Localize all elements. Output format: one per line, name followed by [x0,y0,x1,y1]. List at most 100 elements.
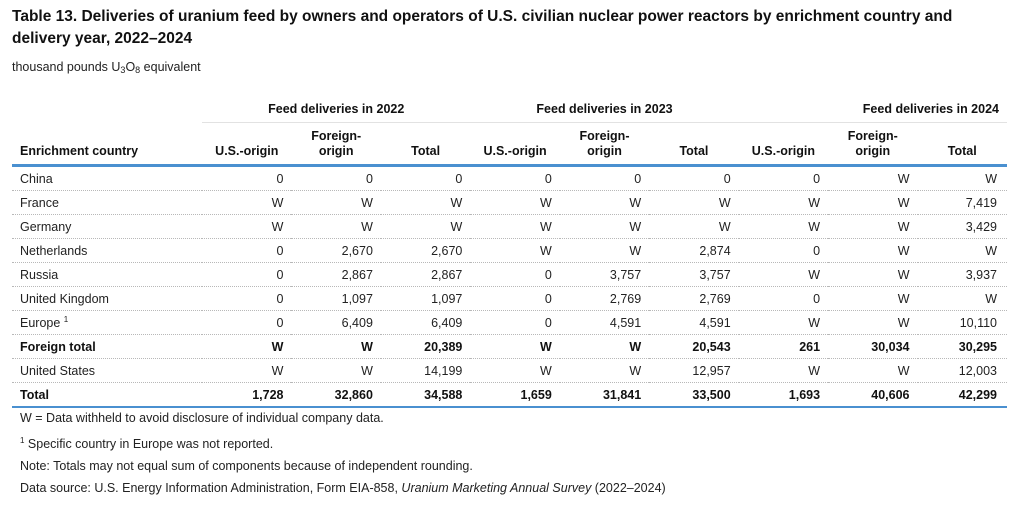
table-cell: 0 [738,165,829,191]
table-cell: 0 [202,262,292,287]
column-header-us-origin: U.S.-origin [470,122,560,167]
table-cell: W [380,190,471,215]
table-cell: 0 [738,286,829,311]
table-cell: 4,591 [649,310,739,335]
table-cell: 1,097 [380,286,471,311]
unit-subscript: 8 [135,65,141,75]
column-header-us-origin: U.S.-origin [202,122,292,167]
unit-text: equivalent [140,60,201,74]
table-cell: 2,670 [380,238,471,263]
header-text: origin [318,144,354,158]
table-cell: W [917,165,1007,191]
header-text: Foreign- [311,129,362,143]
table-cell: 0 [559,165,650,191]
table-cell: 0 [202,165,292,191]
table-row: United Kingdom 0 1,097 1,097 0 2,769 2,769 0 W W [12,286,1007,311]
column-header-enrichment-country: Enrichment country [12,122,203,167]
row-label-text: Total [20,387,49,402]
table-cell: W [470,238,560,263]
row-label-text: Foreign total [20,339,96,354]
data-source-note: Data source: U.S. Energy Information Adm… [20,481,1012,495]
group-header-2023: Feed deliveries in 2023 [470,101,739,123]
table-cell: 0 [470,286,560,311]
table-cell: 12,957 [649,358,739,383]
table-cell: 30,295 [917,334,1007,359]
table-cell: 2,867 [380,262,471,287]
table-cell: W [828,310,918,335]
group-header-spacer [12,101,202,123]
column-header-foreign-origin: Foreign-origin [559,122,650,167]
table-cell: 0 [202,286,292,311]
unit-text: O [125,60,136,74]
group-header-2022: Feed deliveries in 2022 [202,101,471,123]
row-label: United States [12,358,203,383]
table-row: Russia 0 2,867 2,867 0 3,757 3,757 W W 3,937 [12,262,1007,287]
table-cell: W [559,190,650,215]
column-header-total: Total [649,122,739,167]
row-label: Russia [12,262,203,287]
table-cell: W [738,262,829,287]
table-cell: 0 [470,310,560,335]
document-page: Table 13. Deliveries of uranium feed by … [12,8,1012,495]
table-cell: 12,003 [917,358,1007,383]
group-header-row: Feed deliveries in 2022 Feed deliveries … [12,101,1007,123]
table-cell: 42,299 [917,382,1007,408]
source-text: Data source: U.S. Energy Information Adm… [20,481,402,495]
table-cell: 2,867 [291,262,381,287]
table-cell: 7,419 [917,190,1007,215]
table-cell: W [828,286,918,311]
withheld-note: W = Data withheld to avoid disclosure of… [20,411,384,425]
table-cell: W [291,190,381,215]
row-label: China [12,165,203,191]
table-cell: 10,110 [917,310,1007,335]
table-cell: W [291,214,381,239]
table-cell: 0 [470,165,560,191]
table-cell: W [470,214,560,239]
table-cell: W [559,334,650,359]
header-text: Foreign- [579,129,630,143]
row-label-text: France [20,195,59,210]
row-label-text: China [20,171,53,186]
row-label: Total [12,382,203,408]
source-text: (2022–2024) [591,481,666,495]
row-label: Europe 1 [12,310,203,335]
table-cell: W [738,358,829,383]
row-label-text: Germany [20,219,72,234]
table-cell: 2,769 [559,286,650,311]
row-label: Germany [12,214,203,239]
table-cell: 0 [202,238,292,263]
table-cell: W [917,238,1007,263]
table-row: France W W W W W W W W 7,419 [12,190,1007,215]
table-cell: W [828,358,918,383]
unit-subscript: 3 [120,65,126,75]
table-title: Table 13. Deliveries of uranium feed by … [12,8,953,47]
column-header-total: Total [917,122,1007,167]
table-cell: W [738,214,829,239]
table-cell: 2,769 [649,286,739,311]
table-row: Netherlands 0 2,670 2,670 W W 2,874 0 W W [12,238,1007,263]
column-header-total: Total [380,122,471,167]
table-row: Foreign total W W 20,389 W W 20,543 261 30,034 30… [12,334,1007,359]
table-body: China 0 0 0 0 0 0 0 W W France W W W W W W W W 7,419 Germany… [12,165,1007,408]
table-cell: W [202,358,292,383]
unit-label: thousand pounds U3O8 equivalent [12,60,1012,75]
table-cell: W [828,214,918,239]
row-label-text: Europe [20,316,61,330]
group-header-2024: Feed deliveries in 2024 [738,101,1007,123]
row-label: United Kingdom [12,286,203,311]
table-cell: 0 [291,165,381,191]
table-cell: 0 [738,238,829,263]
table-cell: 34,588 [380,382,471,408]
table-cell: 20,543 [649,334,739,359]
column-header-us-origin: U.S.-origin [738,122,829,167]
table-cell: 2,670 [291,238,381,263]
table-cell: W [828,165,918,191]
table-row: Total 1,728 32,860 34,588 1,659 31,841 33,500 1… [12,382,1007,408]
footnote-mark: 1 [20,436,25,445]
table-cell: 14,199 [380,358,471,383]
header-text: origin [587,144,622,158]
table-cell: 40,606 [828,382,918,408]
row-label-text: Netherlands [20,243,88,258]
table-cell: 31,841 [559,382,650,408]
table-row: China 0 0 0 0 0 0 0 W W [12,165,1007,191]
